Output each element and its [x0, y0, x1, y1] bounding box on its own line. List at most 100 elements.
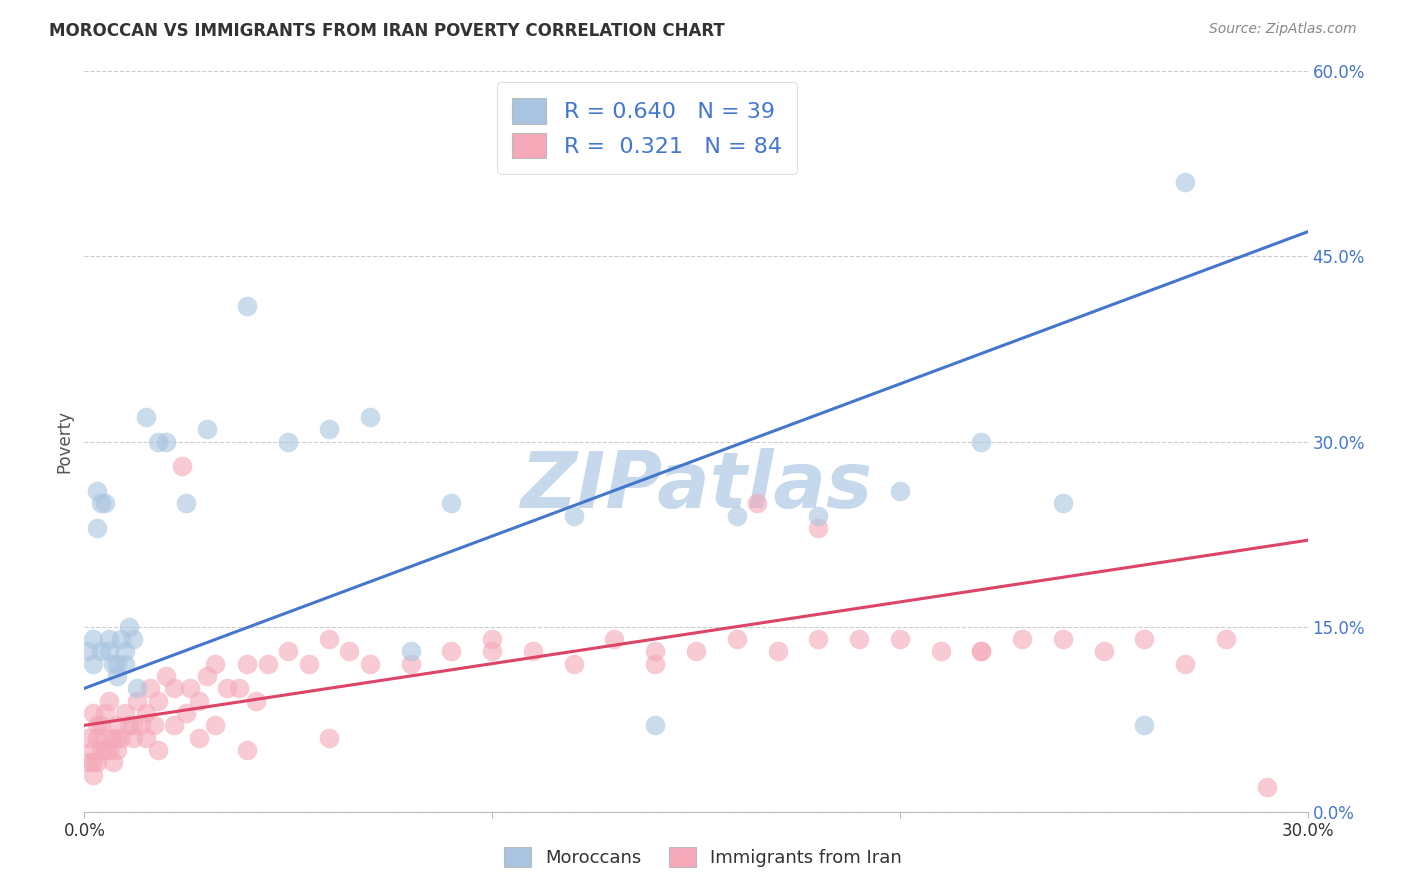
Point [399, 657, 422, 671]
Point [163, 681, 186, 696]
Point [339, 644, 361, 658]
Point [146, 434, 169, 449]
Point [807, 632, 830, 646]
Point [236, 299, 259, 313]
Point [118, 718, 141, 732]
Point [603, 632, 626, 646]
Point [172, 459, 194, 474]
Point [522, 644, 544, 658]
Point [82, 756, 104, 770]
Point [298, 657, 321, 671]
Legend: R = 0.640   N = 39, R =  0.321   N = 84: R = 0.640 N = 39, R = 0.321 N = 84 [496, 82, 797, 174]
Point [1011, 632, 1033, 646]
Point [118, 619, 141, 633]
Point [1174, 175, 1197, 190]
Point [105, 731, 128, 745]
Point [277, 434, 299, 449]
Point [138, 681, 160, 696]
Point [440, 644, 463, 658]
Point [359, 409, 381, 424]
Point [1174, 657, 1197, 671]
Point [86, 483, 108, 498]
Point [90, 644, 112, 658]
Point [807, 508, 830, 523]
Point [122, 632, 145, 646]
Point [163, 718, 186, 732]
Point [86, 756, 108, 770]
Point [1133, 718, 1156, 732]
Point [318, 731, 340, 745]
Point [101, 657, 124, 671]
Point [86, 718, 108, 732]
Point [90, 496, 112, 510]
Point [747, 496, 769, 510]
Point [93, 706, 115, 720]
Point [236, 657, 259, 671]
Point [644, 718, 666, 732]
Point [110, 731, 132, 745]
Point [105, 657, 128, 671]
Point [195, 422, 218, 436]
Point [131, 718, 153, 732]
Point [725, 632, 748, 646]
Point [562, 508, 585, 523]
Point [195, 669, 218, 683]
Point [318, 422, 340, 436]
Point [114, 706, 136, 720]
Point [82, 767, 104, 781]
Point [77, 644, 100, 658]
Point [135, 706, 157, 720]
Point [929, 644, 952, 658]
Point [1256, 780, 1278, 794]
Point [146, 743, 169, 757]
Point [122, 731, 145, 745]
Point [97, 632, 120, 646]
Point [187, 694, 209, 708]
Point [135, 409, 157, 424]
Point [970, 434, 993, 449]
Point [245, 694, 267, 708]
Point [86, 521, 108, 535]
Text: Source: ZipAtlas.com: Source: ZipAtlas.com [1209, 22, 1357, 37]
Point [155, 434, 177, 449]
Point [122, 718, 145, 732]
Point [685, 644, 707, 658]
Point [1052, 496, 1074, 510]
Point [105, 743, 128, 757]
Point [97, 743, 120, 757]
Point [204, 718, 226, 732]
Point [82, 657, 104, 671]
Point [807, 521, 830, 535]
Point [257, 657, 280, 671]
Point [970, 644, 993, 658]
Point [82, 632, 104, 646]
Point [217, 681, 239, 696]
Point [93, 496, 115, 510]
Point [101, 731, 124, 745]
Point [440, 496, 463, 510]
Point [127, 694, 149, 708]
Point [105, 669, 128, 683]
Point [644, 657, 666, 671]
Text: MOROCCAN VS IMMIGRANTS FROM IRAN POVERTY CORRELATION CHART: MOROCCAN VS IMMIGRANTS FROM IRAN POVERTY… [49, 22, 725, 40]
Point [179, 681, 201, 696]
Point [77, 731, 100, 745]
Point [142, 718, 165, 732]
Point [82, 706, 104, 720]
Point [848, 632, 870, 646]
Point [236, 743, 259, 757]
Point [1052, 632, 1074, 646]
Point [562, 657, 585, 671]
Point [82, 743, 104, 757]
Point [155, 669, 177, 683]
Point [725, 508, 748, 523]
Point [1133, 632, 1156, 646]
Point [146, 694, 169, 708]
Point [77, 756, 100, 770]
Point [114, 644, 136, 658]
Point [970, 644, 993, 658]
Point [114, 657, 136, 671]
Point [90, 743, 112, 757]
Point [174, 496, 197, 510]
Point [644, 644, 666, 658]
